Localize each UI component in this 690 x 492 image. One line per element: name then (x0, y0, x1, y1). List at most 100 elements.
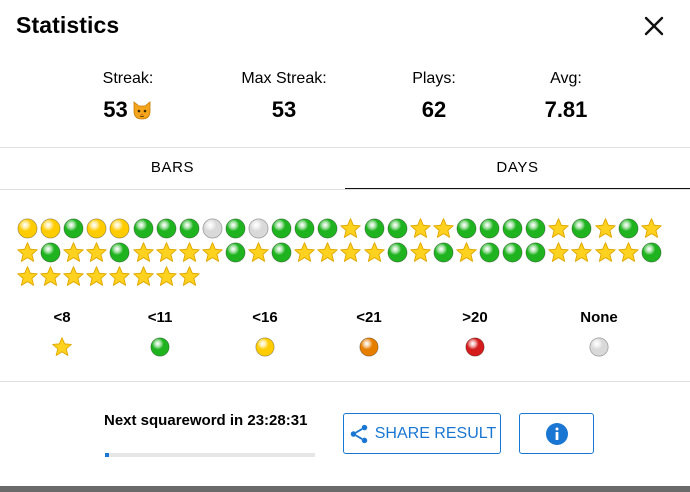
stat-label: Streak: (102, 70, 154, 87)
legend-label: None (580, 309, 618, 326)
stat-streak: Streak: 53 (58, 68, 198, 124)
stat-max-streak: Max Streak: 53 (214, 68, 354, 124)
yellow-circle-icon (40, 218, 61, 239)
day-mark (594, 217, 617, 240)
green-circle-icon (502, 218, 523, 239)
none-circle-icon (202, 218, 223, 239)
star-icon (17, 266, 38, 286)
green-circle-icon (63, 218, 84, 239)
star-icon (155, 242, 177, 262)
day-mark (178, 241, 201, 264)
green-circle-icon (179, 218, 200, 239)
star-icon (63, 266, 84, 286)
day-mark (108, 265, 131, 288)
star-icon (456, 242, 477, 262)
legend-item: >20 (430, 308, 520, 358)
close-icon (644, 16, 664, 36)
day-mark (85, 265, 108, 288)
legend-mark (358, 336, 380, 358)
green-circle-icon (479, 242, 500, 263)
info-button[interactable] (519, 413, 594, 454)
star-icon (132, 266, 154, 286)
day-mark (270, 217, 293, 240)
day-mark (617, 217, 640, 240)
day-mark (455, 241, 478, 264)
green-circle-icon (456, 218, 477, 239)
countdown-text: Next squareword in 23:28:31 (104, 412, 308, 429)
star-icon (132, 242, 154, 262)
star-icon (155, 266, 177, 286)
tab-days[interactable]: DAYS (345, 148, 690, 190)
legend-item: <16 (220, 308, 310, 358)
green-circle-icon (156, 218, 177, 239)
green-circle-icon (109, 242, 130, 263)
yellow-circle-icon (255, 337, 275, 357)
day-mark (409, 217, 432, 240)
star-icon (17, 242, 38, 262)
star-icon (617, 242, 639, 262)
green-circle-icon (433, 242, 454, 263)
star-icon (294, 242, 315, 262)
divider (0, 189, 690, 190)
star-icon (86, 266, 108, 286)
day-mark (132, 241, 155, 264)
day-mark (62, 241, 85, 264)
day-mark (39, 241, 62, 264)
green-circle-icon (150, 337, 170, 357)
day-mark (478, 241, 501, 264)
green-circle-icon (641, 242, 662, 263)
star-icon (248, 242, 269, 262)
day-mark (16, 265, 39, 288)
legend-mark (588, 336, 610, 358)
countdown-progress-fill (105, 453, 110, 457)
green-circle-icon (479, 218, 500, 239)
star-icon (63, 242, 84, 262)
day-mark (640, 241, 663, 264)
star-icon (340, 242, 362, 262)
day-mark (524, 241, 547, 264)
day-mark (524, 217, 547, 240)
day-mark (316, 217, 339, 240)
green-circle-icon (525, 218, 546, 239)
tab-bar: BARS DAYS (0, 148, 690, 190)
star-icon (594, 242, 616, 262)
day-mark (16, 241, 39, 264)
day-mark (640, 217, 663, 240)
green-circle-icon (40, 242, 61, 263)
close-button[interactable] (640, 12, 668, 40)
share-result-label: SHARE RESULT (374, 424, 497, 442)
star-icon (409, 218, 431, 238)
star-icon (363, 242, 385, 262)
stat-value: 53 (58, 96, 198, 124)
green-circle-icon (225, 242, 246, 263)
share-icon (350, 424, 367, 443)
green-circle-icon (271, 218, 292, 239)
cat-face-icon (133, 101, 151, 120)
green-circle-icon (502, 242, 523, 263)
legend-item: <21 (324, 308, 414, 358)
day-mark (570, 217, 593, 240)
star-icon (548, 218, 570, 238)
star-icon (571, 242, 593, 262)
day-mark (409, 241, 432, 264)
legend-item: <11 (115, 308, 205, 358)
day-mark (363, 217, 386, 240)
countdown-progress (105, 453, 315, 457)
day-mark (178, 217, 201, 240)
orange-circle-icon (359, 337, 379, 357)
day-mark (178, 265, 201, 288)
tab-bars[interactable]: BARS (150, 159, 195, 176)
day-mark (39, 265, 62, 288)
day-mark (62, 265, 85, 288)
share-result-button[interactable]: SHARE RESULT (343, 413, 501, 454)
yellow-circle-icon (109, 218, 130, 239)
yellow-circle-icon (86, 218, 107, 239)
stats-row: Streak: 53 Max Streak: 53 Plays: 62 Avg:… (0, 68, 690, 128)
star-icon (86, 242, 108, 262)
day-mark (478, 217, 501, 240)
stat-label: Avg: (550, 70, 582, 87)
stat-label: Plays: (412, 70, 456, 87)
legend: <8 <11 <16 <21 >20 None (0, 308, 690, 368)
divider (0, 147, 690, 148)
day-mark (339, 217, 362, 240)
